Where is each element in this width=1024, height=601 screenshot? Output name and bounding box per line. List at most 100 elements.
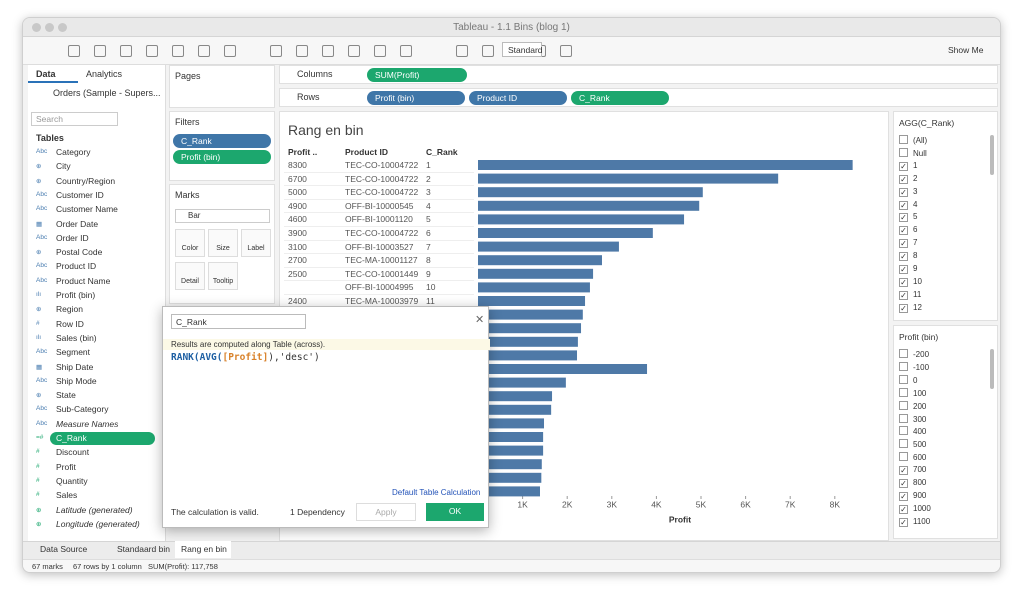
filter-item[interactable]: -200: [899, 349, 929, 359]
filter-pill[interactable]: Profit (bin): [173, 150, 271, 164]
data-tab[interactable]: Data: [36, 69, 56, 79]
sheet-tab[interactable]: Rang en bin: [181, 544, 227, 554]
field[interactable]: Quantity: [56, 475, 88, 486]
data-source[interactable]: Orders (Sample - Supers...: [53, 88, 161, 98]
toolbar-button[interactable]: [322, 45, 334, 57]
close-button[interactable]: ✕: [475, 314, 485, 326]
mark-button-label[interactable]: Color: [181, 245, 199, 252]
toolbar-button[interactable]: [482, 45, 494, 57]
checkbox[interactable]: [899, 439, 908, 449]
window-button[interactable]: [32, 23, 41, 32]
field[interactable]: Measure Names: [56, 418, 119, 429]
toolbar-button[interactable]: [172, 45, 184, 57]
toolbar-button[interactable]: [374, 45, 386, 57]
checkbox[interactable]: ✓: [899, 277, 908, 287]
toolbar-button[interactable]: [120, 45, 132, 57]
show-me-button[interactable]: Show Me: [948, 45, 984, 55]
filter-item[interactable]: ✓ 8: [899, 251, 917, 262]
checkbox[interactable]: ✓: [899, 303, 908, 313]
field[interactable]: Ship Date: [56, 361, 94, 372]
toolbar-button[interactable]: [456, 45, 468, 57]
filter-item[interactable]: 400: [899, 426, 926, 436]
filter-item[interactable]: ✓ 3: [899, 187, 917, 197]
filter-item[interactable]: ✓ 800: [899, 478, 926, 488]
checkbox[interactable]: [899, 452, 908, 462]
toolbar-button[interactable]: [560, 45, 572, 57]
field[interactable]: City: [56, 161, 71, 172]
filter-item[interactable]: ✓ 11: [899, 290, 921, 300]
toolbar-button[interactable]: [400, 45, 412, 57]
filter-pill[interactable]: C_Rank: [173, 134, 271, 148]
checkbox[interactable]: ✓: [899, 174, 908, 184]
checkbox[interactable]: ✓: [899, 187, 908, 197]
filter-item[interactable]: ✓ 1100: [899, 517, 930, 527]
field[interactable]: Discount: [56, 447, 90, 458]
checkbox[interactable]: [899, 374, 908, 384]
filter-item[interactable]: ✓ 700: [899, 465, 926, 476]
field[interactable]: Customer Name: [56, 204, 118, 215]
field[interactable]: Order ID: [56, 232, 89, 243]
toolbar-button[interactable]: [224, 45, 236, 57]
field[interactable]: Sales (bin): [56, 332, 97, 343]
rows-pill[interactable]: Product ID: [469, 91, 567, 105]
columns-pill[interactable]: SUM(Profit): [367, 68, 467, 82]
scrollbar[interactable]: [990, 135, 994, 175]
toolbar-button[interactable]: [94, 45, 106, 57]
filter-item[interactable]: ✓ 1000: [899, 504, 931, 514]
checkbox[interactable]: [899, 135, 908, 144]
rows-pill[interactable]: Profit (bin): [367, 91, 465, 105]
toolbar-button[interactable]: [146, 45, 158, 57]
filter-item[interactable]: 600: [899, 452, 926, 462]
ok-button[interactable]: OK: [426, 503, 484, 521]
calc-name-input[interactable]: C_Rank: [171, 314, 306, 329]
rows-pill[interactable]: C_Rank: [571, 91, 669, 105]
sheet-tab[interactable]: Standaard bin: [117, 544, 170, 554]
mark-type-select[interactable]: Standard: [502, 42, 543, 57]
filter-item[interactable]: 100: [899, 387, 926, 398]
filter-item[interactable]: ✓ 12: [899, 303, 922, 313]
field[interactable]: Region: [56, 304, 83, 315]
field[interactable]: Segment: [56, 347, 91, 358]
checkbox[interactable]: ✓: [899, 265, 908, 274]
checkbox[interactable]: ✓: [899, 491, 908, 501]
toolbar-button[interactable]: [270, 45, 282, 57]
column-header[interactable]: Profit ..: [288, 147, 318, 157]
filter-item[interactable]: ✓ 2: [899, 174, 917, 184]
table-calc-link[interactable]: Default Table Calculation: [392, 488, 481, 497]
field[interactable]: Latitude (generated): [56, 504, 133, 515]
checkbox[interactable]: [899, 426, 908, 436]
field[interactable]: Category: [56, 147, 91, 157]
checkbox[interactable]: ✓: [899, 466, 908, 476]
field[interactable]: Profit (bin): [56, 290, 96, 300]
checkbox[interactable]: ✓: [899, 213, 908, 223]
apply-button[interactable]: Apply: [356, 503, 416, 521]
filter-item[interactable]: ✓ 4: [899, 200, 917, 210]
field[interactable]: Profit: [56, 461, 76, 472]
field[interactable]: Order Date: [56, 218, 99, 229]
mark-type[interactable]: Bar: [175, 209, 270, 223]
checkbox[interactable]: ✓: [899, 239, 908, 249]
toolbar-button[interactable]: [348, 45, 360, 57]
filter-item[interactable]: ✓ 10: [899, 277, 922, 287]
column-header[interactable]: Product ID: [345, 147, 388, 157]
filter-item[interactable]: 0: [899, 374, 917, 385]
checkbox[interactable]: ✓: [899, 504, 908, 514]
filter-item[interactable]: 300: [899, 413, 926, 424]
filter-item[interactable]: (All): [899, 135, 927, 145]
field[interactable]: Sub-Category: [56, 404, 109, 415]
toolbar-button[interactable]: [296, 45, 308, 57]
checkbox[interactable]: [899, 361, 908, 371]
checkbox[interactable]: ✓: [899, 226, 908, 236]
checkbox[interactable]: ✓: [899, 290, 908, 300]
field[interactable]: Ship Mode: [56, 375, 97, 386]
field[interactable]: Product ID: [56, 261, 97, 272]
checkbox[interactable]: ✓: [899, 517, 908, 527]
sheet-tab[interactable]: Data Source: [40, 544, 88, 554]
filter-item[interactable]: ✓ 6: [899, 225, 917, 236]
filter-item[interactable]: 500: [899, 439, 926, 449]
filter-item[interactable]: -100: [899, 361, 929, 372]
toolbar-button[interactable]: [68, 45, 80, 57]
field[interactable]: Sales: [56, 490, 78, 501]
checkbox[interactable]: [899, 413, 908, 423]
checkbox[interactable]: [899, 400, 908, 410]
